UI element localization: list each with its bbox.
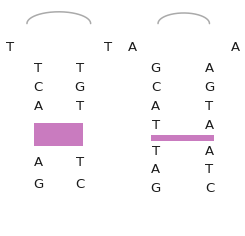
Text: A: A [231, 41, 240, 54]
Text: T: T [151, 118, 160, 132]
Text: G: G [74, 81, 85, 94]
Text: T: T [75, 62, 84, 75]
Text: A: A [33, 100, 43, 113]
Text: A: A [151, 100, 160, 113]
Text: G: G [150, 182, 161, 195]
Bar [34, 123, 83, 146]
Text: T: T [104, 41, 112, 54]
Text: T: T [151, 144, 160, 158]
Text: G: G [33, 177, 43, 191]
Text: T: T [75, 156, 84, 169]
Text: C: C [33, 81, 43, 94]
Text: A: A [205, 144, 214, 158]
Text: T: T [6, 41, 14, 54]
Text: A: A [205, 118, 214, 132]
Bar [151, 135, 214, 141]
Text: G: G [204, 81, 215, 94]
Text: T: T [205, 163, 214, 177]
Text: T: T [205, 100, 214, 113]
Text: C: C [151, 81, 160, 94]
Text: T: T [34, 62, 42, 75]
Text: C: C [205, 182, 214, 195]
Text: A: A [128, 41, 137, 54]
Text: A: A [33, 156, 43, 169]
Text: G: G [150, 62, 161, 75]
Text: A: A [205, 62, 214, 75]
Text: T: T [75, 100, 84, 113]
Text: C: C [75, 177, 84, 191]
Text: A: A [151, 163, 160, 177]
